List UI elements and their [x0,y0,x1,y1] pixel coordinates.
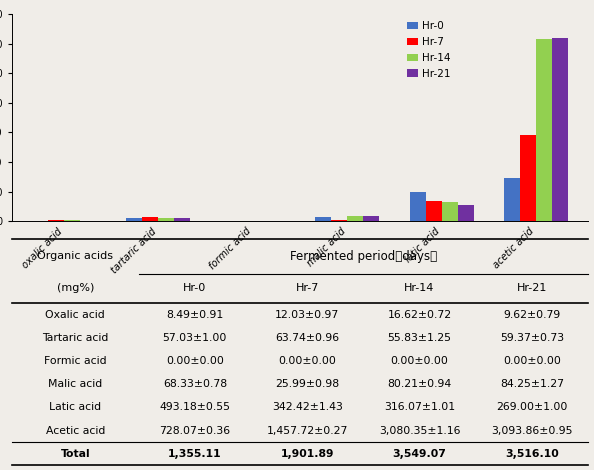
Text: 16.62±0.72: 16.62±0.72 [387,310,451,320]
Bar [48,220,64,221]
Bar [331,219,347,221]
Bar [552,38,568,221]
Bar [364,216,380,221]
Bar [158,218,175,221]
Text: 1,457.72±0.27: 1,457.72±0.27 [267,425,348,436]
Text: 3,516.10: 3,516.10 [505,449,559,459]
Text: 728.07±0.36: 728.07±0.36 [159,425,230,436]
Text: Oxalic acid: Oxalic acid [45,310,105,320]
Bar [31,220,48,221]
Text: 342.42±1.43: 342.42±1.43 [271,402,343,412]
Text: 493.18±0.55: 493.18±0.55 [159,402,230,412]
Text: Acetic acid: Acetic acid [46,425,105,436]
Text: Malic acid: Malic acid [48,379,102,389]
Text: 84.25±1.27: 84.25±1.27 [500,379,564,389]
Bar [520,135,536,221]
Bar [142,218,158,221]
Text: 3,080.35±1.16: 3,080.35±1.16 [379,425,460,436]
Text: Hr-21: Hr-21 [517,283,547,293]
Text: 1,901.89: 1,901.89 [280,449,334,459]
Bar [64,220,80,221]
Text: Hr-14: Hr-14 [405,283,435,293]
Text: 0.00±0.00: 0.00±0.00 [278,356,336,366]
Text: 57.03±1.00: 57.03±1.00 [163,333,227,343]
Text: Latic acid: Latic acid [49,402,102,412]
Text: 25.99±0.98: 25.99±0.98 [275,379,339,389]
Text: 0.00±0.00: 0.00±0.00 [391,356,448,366]
Text: 3,093.86±0.95: 3,093.86±0.95 [491,425,573,436]
Text: 63.74±0.96: 63.74±0.96 [275,333,339,343]
Text: (mg%): (mg%) [56,283,94,293]
Bar [425,201,442,221]
Text: Organic acids: Organic acids [37,251,113,261]
Text: Tartaric acid: Tartaric acid [42,333,109,343]
Bar [536,39,552,221]
Text: Formic acid: Formic acid [44,356,106,366]
Text: 0.00±0.00: 0.00±0.00 [503,356,561,366]
Text: Hr-7: Hr-7 [295,283,319,293]
Text: 80.21±0.94: 80.21±0.94 [387,379,451,389]
Bar [80,220,96,221]
Text: 3,549.07: 3,549.07 [393,449,447,459]
Bar [347,216,364,221]
Legend: Hr-0, Hr-7, Hr-14, Hr-21: Hr-0, Hr-7, Hr-14, Hr-21 [403,17,454,83]
Text: 269.00±1.00: 269.00±1.00 [496,402,568,412]
Text: 8.49±0.91: 8.49±0.91 [166,310,223,320]
Bar [315,217,331,221]
Text: Hr-0: Hr-0 [183,283,207,293]
Text: Fermented period（days）: Fermented period（days） [290,250,437,263]
Text: 9.62±0.79: 9.62±0.79 [503,310,561,320]
Text: 59.37±0.73: 59.37±0.73 [500,333,564,343]
Text: 68.33±0.78: 68.33±0.78 [163,379,227,389]
Text: 1,355.11: 1,355.11 [168,449,222,459]
Bar [458,205,474,221]
Text: Total: Total [61,449,90,459]
Bar [409,192,425,221]
Text: 55.83±1.25: 55.83±1.25 [387,333,451,343]
Bar [504,178,520,221]
Text: 0.00±0.00: 0.00±0.00 [166,356,224,366]
Bar [126,218,142,221]
Text: 316.07±1.01: 316.07±1.01 [384,402,455,412]
Text: 12.03±0.97: 12.03±0.97 [275,310,339,320]
Bar [442,203,458,221]
Bar [175,218,191,221]
